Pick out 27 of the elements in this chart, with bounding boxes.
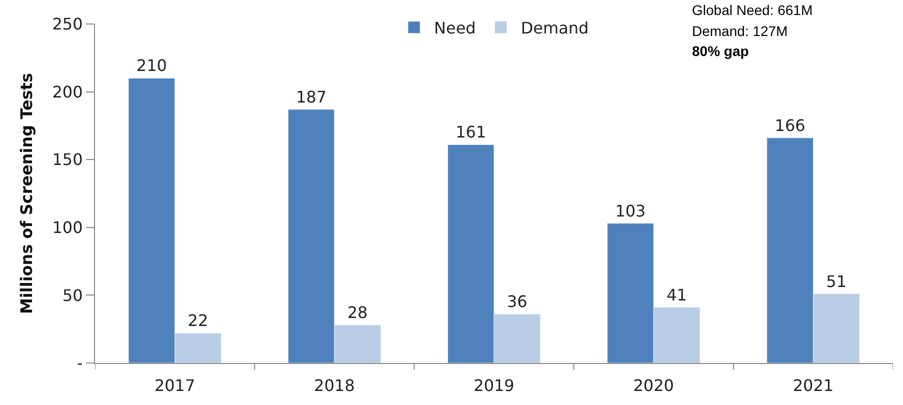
data-label: 41 bbox=[666, 285, 687, 304]
data-label: 51 bbox=[826, 272, 847, 291]
y-tick-label: 100 bbox=[52, 218, 83, 237]
x-tick-label: 2021 bbox=[792, 376, 834, 396]
data-label: 103 bbox=[615, 201, 646, 220]
y-tick-label: 150 bbox=[52, 150, 83, 170]
legend-label: Demand bbox=[520, 18, 589, 38]
text: Global Need: 661M bbox=[692, 2, 813, 18]
x-tick-label: 2019 bbox=[474, 376, 514, 396]
data-label: 36 bbox=[506, 292, 528, 312]
y-tick-label: 250 bbox=[52, 14, 83, 34]
annotation: Demand: 127M bbox=[692, 23, 788, 39]
x-tick-label: 2020 bbox=[633, 376, 674, 396]
data-label: 28 bbox=[347, 303, 368, 322]
data-label: 22 bbox=[188, 311, 208, 330]
data-label: 166 bbox=[774, 116, 806, 135]
y-tick-label: 200 bbox=[52, 82, 83, 102]
data-label: 161 bbox=[456, 122, 486, 142]
data-label: 187 bbox=[296, 87, 327, 106]
y-axis-title: Millions of Screening Tests bbox=[17, 72, 36, 314]
annotation: 80% gap bbox=[692, 43, 749, 59]
y-tick-label: 50 bbox=[62, 286, 83, 305]
x-tick-label: 2018 bbox=[314, 376, 355, 396]
y-tick-label: - bbox=[77, 354, 83, 373]
x-tick-label: 2017 bbox=[154, 376, 196, 396]
data-label: 210 bbox=[136, 56, 167, 76]
legend-label: Need bbox=[434, 18, 476, 38]
